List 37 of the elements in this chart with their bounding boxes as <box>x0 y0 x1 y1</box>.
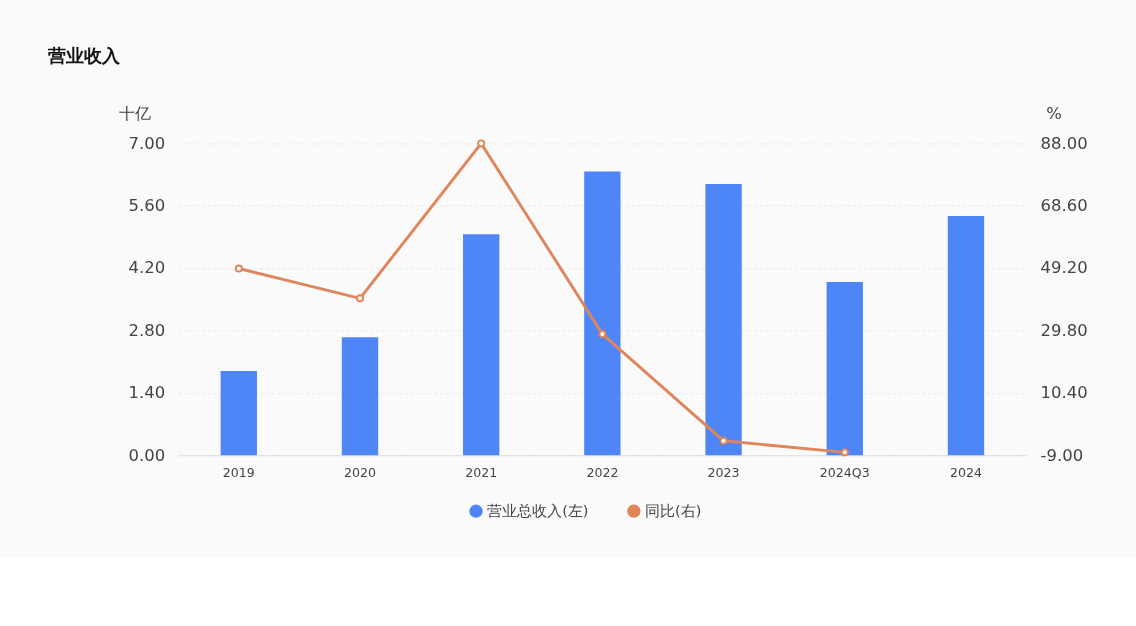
bar <box>341 337 379 456</box>
y2-tick-label: 29.80 <box>1040 320 1088 340</box>
y-tick-label: 1.40 <box>128 383 166 403</box>
legend-label: 同比(右) <box>644 502 702 519</box>
y-tick-label: 2.80 <box>128 320 166 340</box>
x-tick-label: 2024 <box>949 465 982 481</box>
bar <box>463 234 500 456</box>
x-tick-label: 2022 <box>586 465 619 481</box>
x-tick-label: 2021 <box>465 465 498 481</box>
y-axis-title: 十亿 <box>118 103 151 123</box>
y2-tick-label: -9.00 <box>1040 445 1084 465</box>
x-tick-label: 2019 <box>222 465 255 481</box>
y-tick-label: 7.00 <box>128 133 166 153</box>
x-tick-label: 2020 <box>343 465 376 481</box>
y2-axis-title: % <box>1046 103 1062 123</box>
y2-tick-label: 68.60 <box>1040 196 1088 216</box>
y-tick-label: 4.20 <box>128 258 166 278</box>
x-tick-label: 2024Q3 <box>819 465 870 481</box>
y-tick-label: 0.00 <box>128 445 166 465</box>
bar <box>220 371 257 456</box>
point <box>719 436 728 445</box>
bar <box>584 171 621 456</box>
point <box>840 448 849 457</box>
chart-title: 营业收入 <box>47 45 122 67</box>
bar <box>947 216 985 456</box>
y-tick-label: 5.60 <box>128 196 166 216</box>
bar <box>705 183 742 456</box>
y2-tick-label: 88.00 <box>1040 133 1088 153</box>
point <box>355 294 365 303</box>
y2-tick-label: 10.40 <box>1040 383 1088 403</box>
point <box>477 139 486 148</box>
point <box>234 264 243 273</box>
point <box>598 330 607 339</box>
legend-label: 营业总收入(左) <box>487 502 589 519</box>
x-tick-label: 2023 <box>707 465 740 481</box>
y2-tick-label: 49.20 <box>1040 258 1088 278</box>
bar <box>826 281 863 456</box>
